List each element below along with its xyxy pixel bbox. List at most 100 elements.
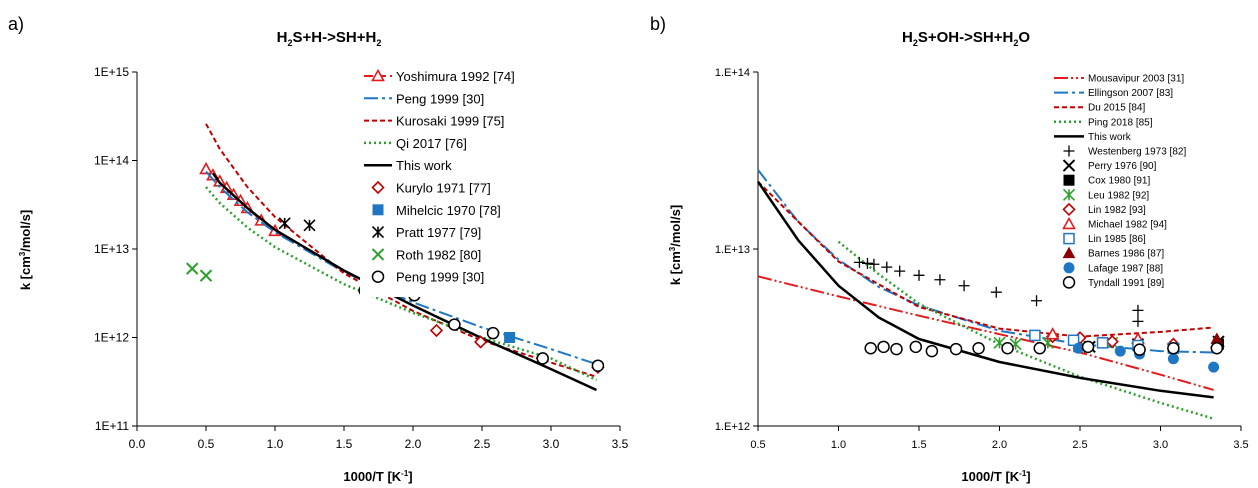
- panel-a-line-4: [211, 172, 598, 392]
- panel-b-point: [853, 256, 865, 268]
- panel-b-point: [1033, 341, 1046, 355]
- panel-b-x-tick-label: 1.0: [831, 439, 846, 451]
- panel-a-x-tick-label: 2.0: [405, 437, 422, 451]
- panel-b-point: [1208, 361, 1220, 373]
- panel-a-legend-label: Yoshimura 1992 [74]: [396, 69, 515, 84]
- panel-a-point: [536, 352, 549, 365]
- panel-a-series-8: [185, 262, 213, 282]
- panel-b-point: [1167, 341, 1180, 355]
- panel-a-label: a): [8, 14, 24, 34]
- panel-a-legend-marker: [371, 226, 385, 239]
- panel-b-legend-marker: [1062, 202, 1076, 217]
- panel-b-x-tick-label: 1.5: [911, 439, 926, 451]
- panel-b-legend-label: Lin 1982 [93]: [1088, 205, 1146, 216]
- panel-b-point: [949, 342, 963, 356]
- panel-a-legend-label: Roth 1982 [80]: [396, 247, 481, 262]
- panel-b-line-2: [757, 180, 1214, 338]
- panel-a-point: [591, 359, 605, 372]
- panel-b-x-tick-label: 3.5: [1233, 439, 1248, 451]
- panel-a-y-axis-label: k [cm3/mol/s]: [18, 210, 33, 290]
- panel-a-series-1: [205, 170, 597, 366]
- panel-a-legend-label: This work: [396, 158, 452, 173]
- panel-a-point: [448, 318, 461, 331]
- panel-a-legend-label: Kurylo 1971 [77]: [396, 181, 491, 196]
- panel-b-legend-marker: [1062, 159, 1076, 172]
- panel-b-title: H2S+OH->SH+H2O: [902, 29, 1030, 48]
- panel-b-x-tick-label: 2.5: [1072, 439, 1087, 451]
- panel-a-series-6: [504, 332, 516, 343]
- panel-b-x-tick-label: 2.0: [992, 439, 1007, 451]
- panel-a-series-5: [429, 323, 605, 374]
- panel-b-legend-label: Leu 1982 [92]: [1088, 190, 1149, 201]
- panel-a-point: [504, 332, 516, 343]
- panel-b-x-tick-label: 0.5: [750, 439, 765, 451]
- panel-a-point: [486, 326, 500, 340]
- panel-a-x-tick-label: 3.0: [543, 437, 560, 451]
- panel-a-series-4: [211, 172, 598, 392]
- panel-b-legend-label: Tyndall 1991 [89]: [1088, 278, 1164, 289]
- panel-b-series-2: [757, 180, 1214, 338]
- panel-b-legend-marker: [1062, 276, 1076, 289]
- panel-a-legend-label: Qi 2017 [76]: [396, 136, 467, 151]
- panel-b-legend-marker: [1062, 246, 1076, 259]
- panel-b-point: [1133, 343, 1146, 356]
- panel-b-point: [909, 340, 923, 354]
- panel-a-legend-marker: [371, 248, 385, 261]
- panel-b-y-tick-label: 1.E+14: [715, 67, 750, 79]
- panel-b-x-axis-label: 1000/T [K-1]: [961, 469, 1030, 484]
- panel-b-legend-marker: [1063, 232, 1075, 245]
- panel-a-x-tick-label: 3.5: [612, 437, 629, 451]
- panel-b-point: [1105, 334, 1119, 349]
- panel-a-legend-label: Mihelcic 1970 [78]: [396, 203, 501, 218]
- panel-a-legend: Yoshimura 1992 [74] Peng 1999 [30] Kurosak…: [360, 67, 618, 297]
- panel-a-point: [199, 269, 213, 282]
- panel-b-point: [1132, 315, 1144, 327]
- panel-b-point: [1210, 341, 1224, 355]
- panel-a-point: [185, 262, 199, 275]
- panel-b-point: [868, 258, 880, 270]
- panel-b-line-4: [756, 180, 1214, 399]
- panel-a-x-tick-label: 0.5: [198, 437, 215, 451]
- panel-b-point: [1072, 342, 1084, 354]
- panel-b-series-5: [853, 256, 1144, 327]
- panel-b-legend-label: Barnes 1986 [87]: [1088, 249, 1164, 260]
- panel-b-series-13: [1072, 342, 1220, 373]
- panel-a-y-tick-label: 1E+12: [94, 331, 129, 345]
- panel-a-y-tick-label: 1E+14: [94, 154, 129, 168]
- panel-a-plot: 0.0 0.5 1.0 1.5 2.0 2.5 3.0 3.5 1E+11 1E+12 1E+13 1…: [94, 65, 629, 451]
- panel-b-series-4: [756, 180, 1214, 399]
- panel-b-point: [1096, 337, 1109, 349]
- panel-b-legend-label: Ellingson 2007 [83]: [1088, 88, 1173, 99]
- panel-a-point: [303, 219, 316, 232]
- panel-b-point: [925, 344, 939, 358]
- panel-a-point: [429, 323, 444, 338]
- panel-b-legend-label: Lin 1985 [86]: [1088, 234, 1146, 245]
- panel-b-point: [1031, 295, 1043, 307]
- panel-b-legend: Mousavipur 2003 [31] Ellingson 2007 [83] D…: [1050, 69, 1238, 299]
- panel-a-line-1: [205, 170, 597, 366]
- panel-b-point: [1132, 304, 1144, 316]
- panel-a-series-3: [205, 186, 598, 382]
- panel-a-line-3: [205, 186, 598, 382]
- panel-a-point: [473, 335, 488, 349]
- panel-a-x-tick-label: 2.5: [474, 437, 491, 451]
- panel-b-point: [890, 342, 903, 356]
- panel-b-point: [934, 274, 946, 286]
- panel-b-point: [990, 286, 1002, 298]
- panel-b-point: [958, 280, 970, 292]
- panel-a-y-tick-label: 1E+15: [94, 65, 129, 79]
- panel-b-point: [913, 269, 925, 281]
- panel-a-point: [278, 217, 291, 230]
- panel-a-x-axis-label: 1000/T [K-1]: [343, 469, 412, 484]
- panel-b-legend-marker: [1062, 216, 1076, 230]
- panel-b-legend-marker: [1063, 174, 1075, 186]
- panel-b-x-tick-label: 3.0: [1153, 439, 1168, 451]
- panel-b-legend-label: Ping 2018 [85]: [1088, 117, 1153, 128]
- panel-a-series-7: [278, 217, 316, 232]
- panel-a-x-tick-label: 1.5: [336, 437, 353, 451]
- panel-b-point: [881, 261, 893, 273]
- panel-b-legend-marker: [1062, 188, 1076, 201]
- panel-b-legend-label: This work: [1088, 132, 1132, 143]
- panel-a-line-2: [205, 123, 597, 378]
